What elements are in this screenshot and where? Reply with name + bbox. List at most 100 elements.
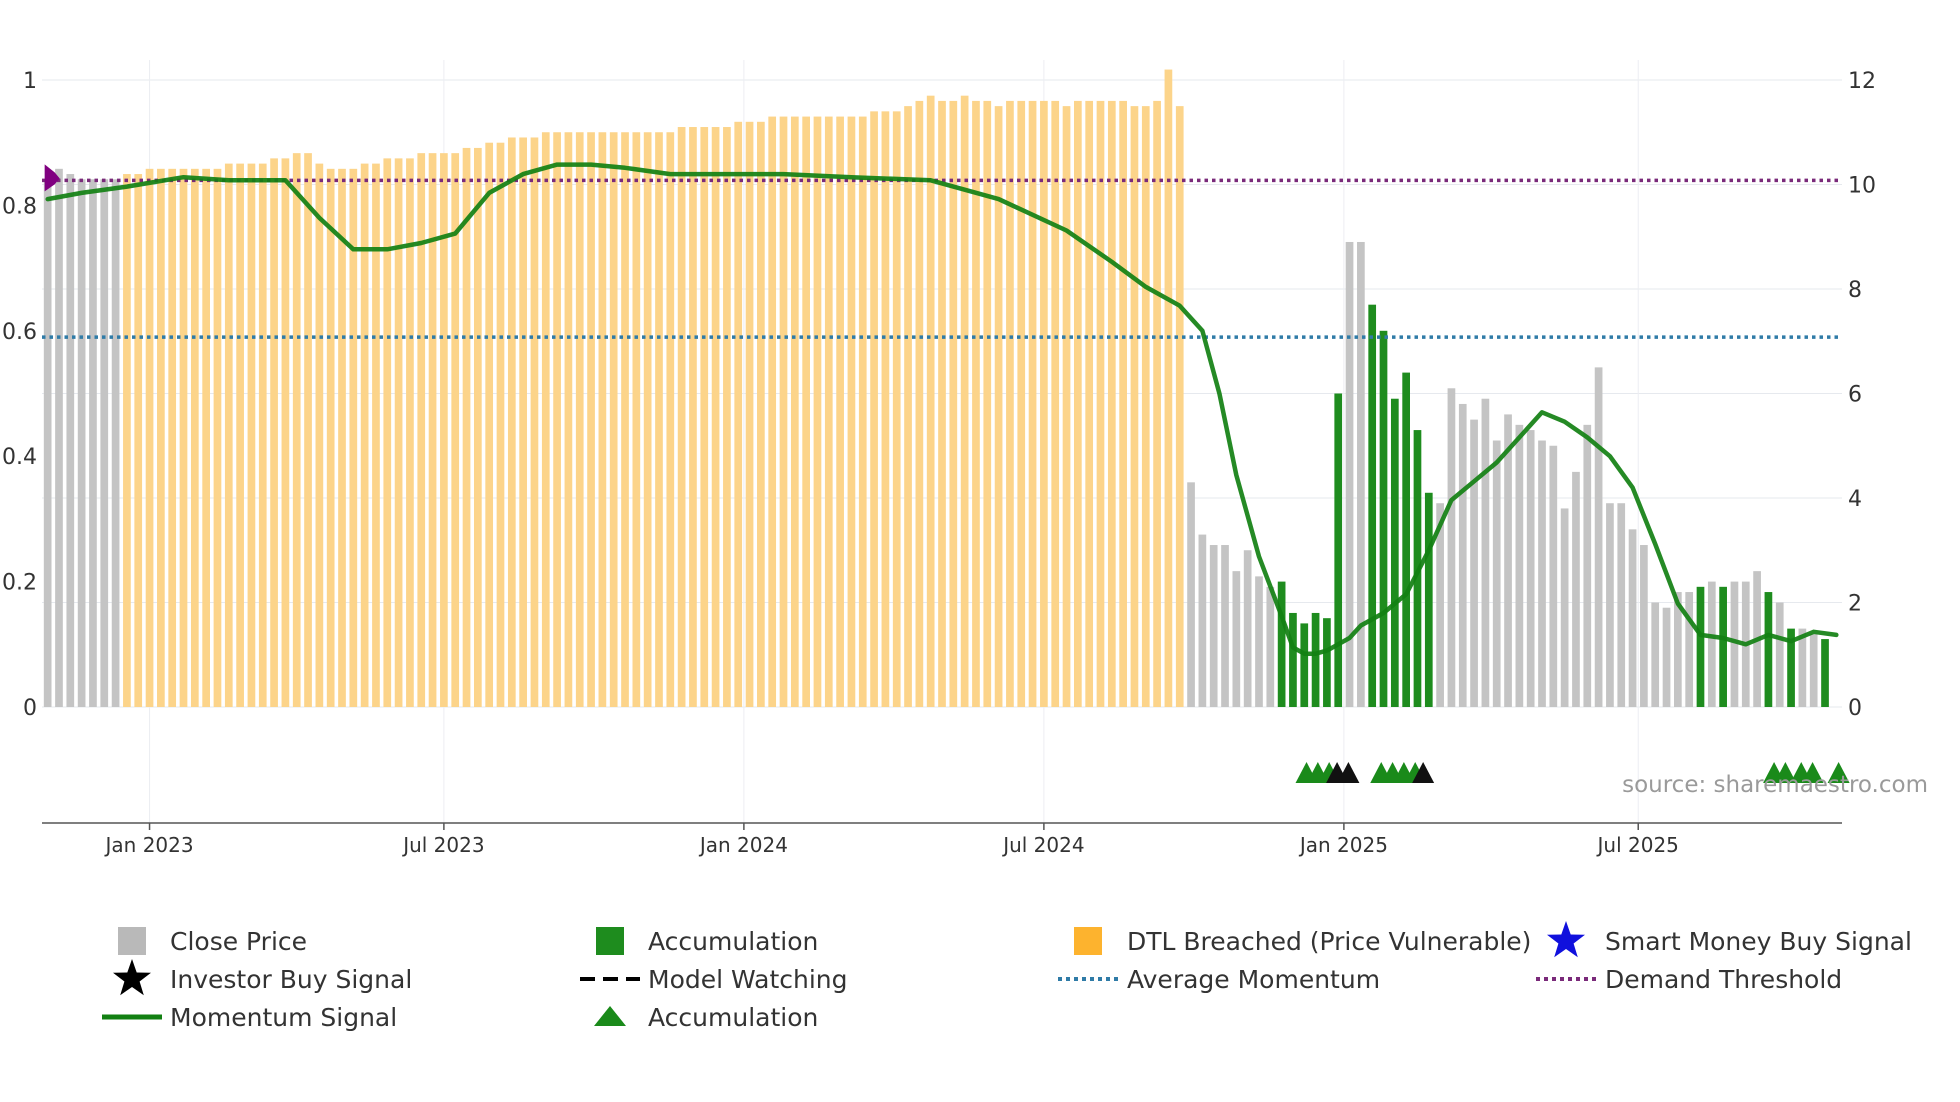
x-tick-label: Jan 2025: [1298, 833, 1388, 857]
legend-label: Close Price: [170, 927, 307, 956]
dtl-breached-bar: [757, 121, 765, 708]
dtl-breached-bar: [972, 100, 980, 707]
legend-swatch: [596, 927, 624, 955]
dtl-breached-bar: [983, 100, 992, 707]
dtl-breached-bar: [938, 100, 946, 707]
dtl-breached-bar: [836, 116, 844, 707]
signal-markers: [1295, 762, 1850, 783]
left-tick-label: 0: [23, 696, 37, 721]
accumulation-bar: [1821, 639, 1829, 707]
dtl-breached-bar: [768, 116, 777, 707]
accumulation-bar: [1719, 586, 1727, 707]
dtl-breached-bar: [224, 163, 233, 708]
dtl-breached-bar: [926, 95, 935, 708]
close-price-bar: [1232, 571, 1241, 707]
close-price-bar: [1209, 545, 1218, 707]
close-price-bar: [1447, 388, 1456, 707]
close-price-bar: [1492, 440, 1501, 707]
dtl-breached-bar: [236, 163, 244, 708]
legend-label: Model Watching: [648, 965, 848, 994]
dtl-breached-bar: [440, 153, 448, 707]
accumulation-bar: [1402, 372, 1410, 707]
dtl-breached-bar: [338, 168, 346, 707]
accumulation-triangle-icon: [1827, 762, 1850, 783]
close-price-bar: [1685, 592, 1694, 707]
legend-item: Smart Money Buy Signal: [1547, 921, 1912, 958]
dtl-breached-bar: [881, 111, 890, 708]
smart-money-star-icon: [1547, 921, 1585, 958]
dtl-breached-bar: [383, 158, 392, 707]
left-tick-label: 1: [23, 69, 37, 94]
dtl-breached-bar: [960, 95, 969, 708]
legend-item: Accumulation: [596, 927, 818, 956]
dtl-breached-bar: [270, 158, 278, 707]
close-price-bar: [1436, 503, 1444, 707]
legend-label: Momentum Signal: [170, 1003, 397, 1032]
dtl-breached-bar: [349, 168, 358, 707]
right-axis-ticks: 0 2 4 6 8 10 12: [1848, 69, 1876, 721]
legend-label: Investor Buy Signal: [170, 965, 412, 994]
legend-label: Demand Threshold: [1605, 965, 1842, 994]
close-price-bar: [1266, 586, 1275, 707]
close-price-bar: [111, 179, 120, 707]
dtl-breached-bar: [496, 142, 505, 707]
legend: Close Price Accumulation DTL Breached (Pri…: [102, 921, 1912, 1032]
dtl-breached-bar: [1107, 100, 1116, 707]
close-price-bar: [1470, 419, 1478, 707]
dtl-breached-bar: [1028, 100, 1037, 707]
right-tick-label: 2: [1848, 592, 1862, 617]
dtl-breached-bar: [1006, 100, 1014, 707]
accumulation-bar: [1787, 628, 1795, 707]
close-price-bar: [1707, 581, 1716, 707]
close-price-bar: [1775, 602, 1784, 707]
left-axis-ticks: 0 0.2 0.4 0.6 0.8 1: [2, 69, 37, 721]
dtl-breached-bar: [1164, 69, 1173, 708]
dtl-breached-bar: [157, 168, 165, 707]
momentum-signal-line: [45, 162, 1839, 656]
dtl-breached-bar: [847, 116, 856, 707]
right-tick-label: 12: [1848, 69, 1876, 94]
dtl-breached-bar: [213, 168, 222, 707]
accumulation-bar: [1277, 581, 1286, 707]
accumulation-bar: [1379, 330, 1388, 707]
right-tick-label: 6: [1848, 383, 1862, 408]
dtl-breached-bar: [326, 168, 335, 707]
left-tick-label: 0.6: [2, 320, 37, 345]
dtl-breached-bar: [553, 132, 561, 707]
dtl-breached-bar: [587, 132, 595, 707]
x-axis-ticks: Jan 2023 Jul 2023 Jan 2024 Jul 2024 Jan 2025…: [104, 823, 1679, 857]
close-price-bar: [1504, 414, 1512, 707]
legend-swatch: [118, 927, 146, 955]
close-price-bar: [1243, 550, 1252, 707]
dtl-breached-bar: [462, 147, 471, 708]
dtl-breached-bar: [372, 163, 380, 708]
dtl-breached-bar: [1141, 106, 1150, 707]
close-price-bar: [1345, 241, 1354, 707]
close-price-bar: [43, 179, 52, 707]
dtl-breached-bar: [474, 147, 482, 708]
dtl-breached-bar: [813, 116, 822, 707]
dtl-breached-bar: [949, 100, 958, 707]
dtl-breached-bar: [564, 132, 573, 707]
price-bars: [43, 69, 1829, 708]
dtl-breached-bar: [394, 158, 403, 707]
close-price-bar: [1640, 545, 1648, 707]
close-price-bar: [100, 179, 109, 707]
legend-label: Average Momentum: [1127, 965, 1380, 994]
close-price-bar: [1458, 403, 1467, 707]
dtl-breached-bar: [406, 158, 414, 707]
legend-item: Model Watching: [580, 965, 848, 994]
close-price-bar: [1560, 508, 1569, 707]
dtl-breached-bar: [824, 116, 833, 707]
dtl-breached-bar: [745, 121, 754, 708]
right-tick-label: 0: [1848, 696, 1862, 721]
dtl-breached-bar: [655, 132, 663, 707]
dtl-breached-bar: [1130, 106, 1139, 707]
dtl-breached-bar: [1062, 106, 1071, 707]
accumulation-bar: [1334, 393, 1343, 707]
legend-item: Momentum Signal: [102, 1003, 397, 1032]
legend-item: Average Momentum: [1058, 965, 1380, 994]
dtl-breached-bar: [643, 132, 652, 707]
dtl-breached-bar: [689, 127, 697, 707]
accumulation-bar: [1323, 618, 1331, 707]
